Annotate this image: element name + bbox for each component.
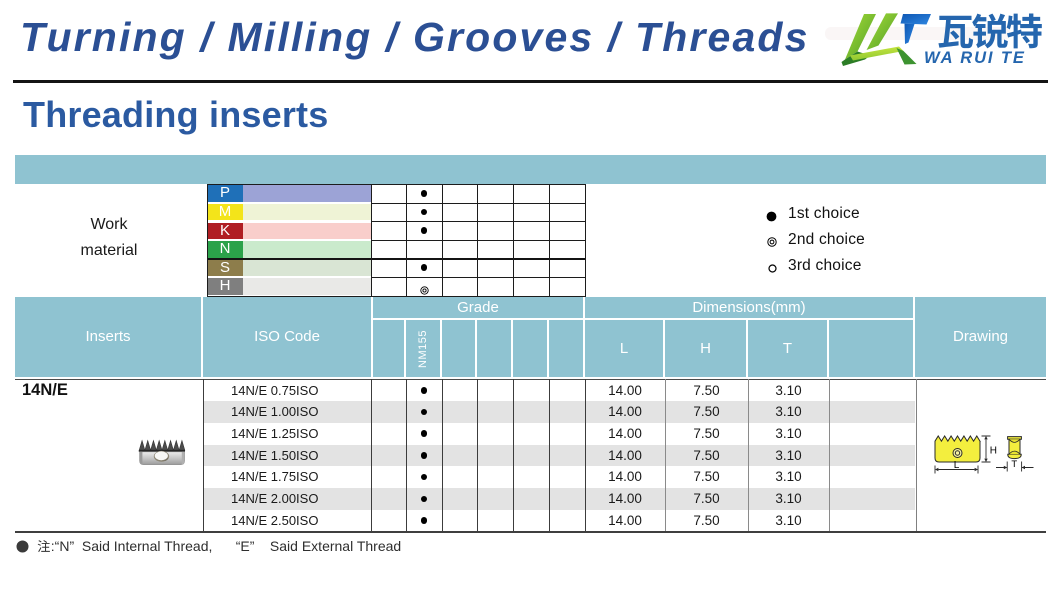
svg-text:H: H xyxy=(990,446,997,457)
svg-text:T: T xyxy=(1011,459,1017,470)
svg-text:L: L xyxy=(954,460,960,471)
svg-text:WA RUI TE: WA RUI TE xyxy=(924,49,1026,67)
